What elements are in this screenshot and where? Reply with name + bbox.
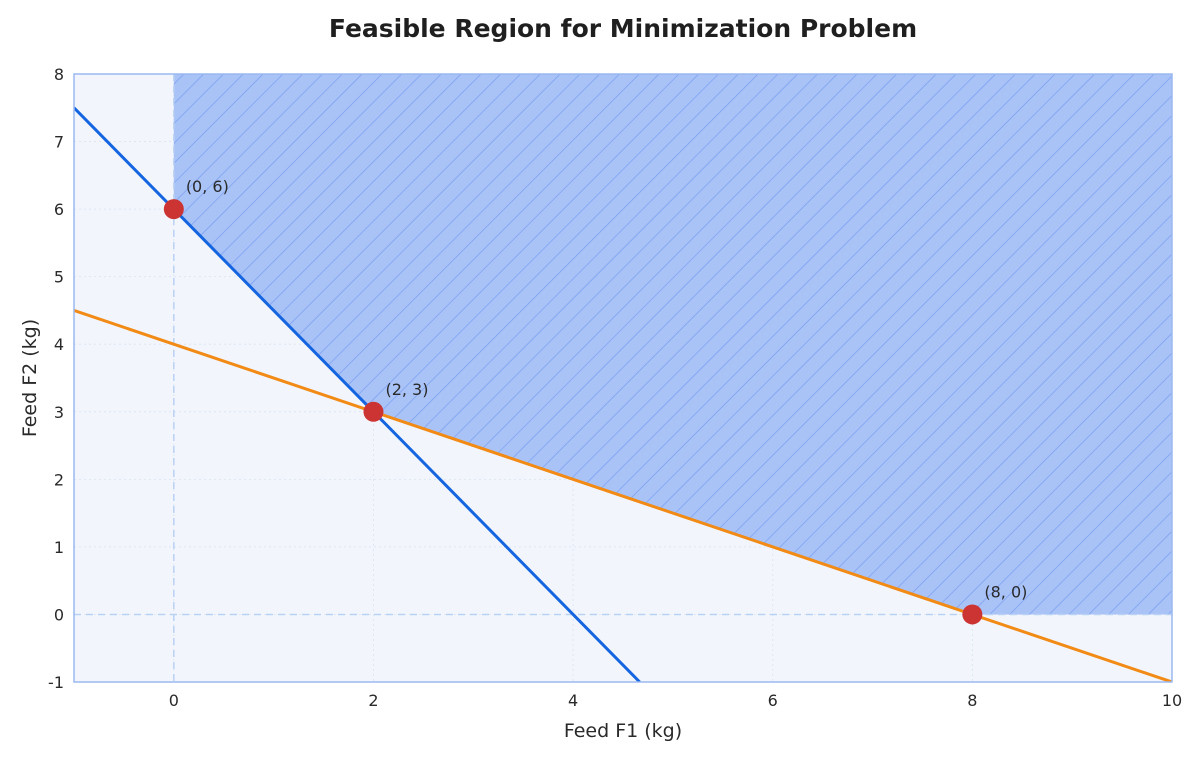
corner-point-label: (8, 0) <box>984 582 1027 601</box>
x-tick-label: 2 <box>368 691 378 710</box>
y-tick-label: 8 <box>54 65 64 84</box>
corner-point-label: (0, 6) <box>186 177 229 196</box>
y-axis-label: Feed F2 (kg) <box>19 319 41 437</box>
feasible-region-hatch <box>173 74 1172 615</box>
corner-point-label: (2, 3) <box>385 380 428 399</box>
x-axis-ticks: 0 2 4 6 8 10 <box>169 691 1182 710</box>
corner-point <box>163 199 184 220</box>
y-tick-label: 3 <box>54 403 64 422</box>
x-tick-label: 10 <box>1162 691 1182 710</box>
y-tick-label: 5 <box>54 268 64 287</box>
x-tick-label: 6 <box>768 691 778 710</box>
feasible-region <box>173 74 1172 615</box>
x-tick-label: 0 <box>169 691 179 710</box>
y-tick-label: 7 <box>54 133 64 152</box>
reference-lines <box>74 74 1172 682</box>
constraint-line-2 <box>74 309 1172 682</box>
y-tick-label: 4 <box>54 335 64 354</box>
x-tick-label: 8 <box>967 691 977 710</box>
y-axis-ticks: -1 0 1 2 3 4 5 6 7 8 <box>48 65 64 692</box>
chart-title: Feasible Region for Minimization Problem <box>329 14 917 43</box>
x-axis-label: Feed F1 (kg) <box>564 720 682 742</box>
corner-points: (0, 6) (2, 3) (8, 0) <box>163 177 1027 625</box>
corner-point <box>962 604 983 625</box>
corner-point <box>363 401 384 422</box>
x-tick-label: 4 <box>568 691 578 710</box>
y-tick-label: 6 <box>54 200 64 219</box>
y-tick-label: 2 <box>54 470 64 489</box>
plot-frame <box>73 73 1173 683</box>
y-tick-label: -1 <box>48 673 64 692</box>
y-tick-label: 0 <box>54 605 64 624</box>
y-tick-label: 1 <box>54 538 64 557</box>
